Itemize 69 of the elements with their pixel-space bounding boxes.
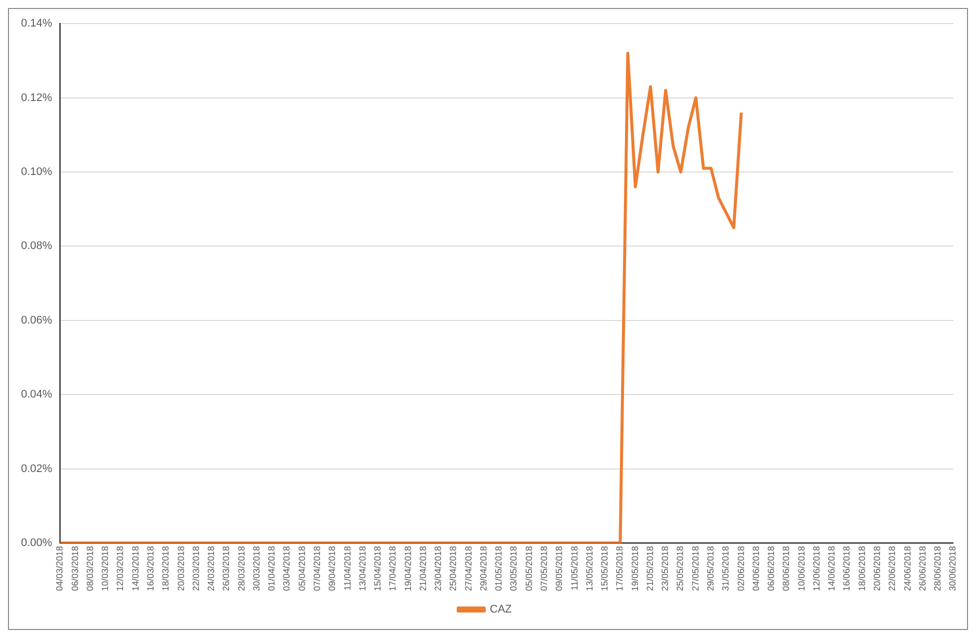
x-tick-label: 20/03/2018: [176, 546, 186, 592]
x-tick-label: 10/03/2018: [100, 546, 110, 592]
x-tick-label: 16/06/2018: [842, 546, 852, 592]
x-tick-label: 24/06/2018: [902, 546, 912, 592]
x-tick-label: 24/03/2018: [206, 546, 216, 592]
y-tick-label: 0.04%: [20, 388, 52, 401]
x-tick-label: 25/04/2018: [448, 546, 458, 592]
x-tick-label: 19/04/2018: [402, 546, 413, 592]
x-tick-label: 12/06/2018: [811, 546, 822, 592]
y-tick-label: 0.10%: [20, 166, 52, 178]
x-tick-label: 12/03/2018: [115, 546, 126, 592]
x-tick-label: 01/04/2018: [266, 546, 277, 592]
x-tick-label: 03/05/2018: [508, 546, 519, 592]
x-tick-label: 29/04/2018: [478, 546, 488, 592]
x-tick-label: 28/06/2018: [932, 546, 943, 592]
x-tick-label: 30/06/2018: [948, 546, 958, 592]
x-tick-label: 13/05/2018: [584, 546, 594, 592]
x-tick-label: 02/06/2018: [736, 546, 746, 592]
y-tick-label: 0.14%: [20, 18, 52, 30]
x-tick-label: 05/05/2018: [524, 546, 534, 592]
x-tick-label: 11/04/2018: [342, 546, 352, 590]
x-tick-label: 09/05/2018: [554, 546, 564, 592]
x-tick-label: 08/06/2018: [781, 546, 792, 592]
x-tick-label: 27/05/2018: [690, 546, 700, 592]
y-tick-label: 0.08%: [20, 240, 52, 252]
x-tick-label: 26/03/2018: [221, 546, 232, 592]
x-tick-label: 13/04/2018: [357, 546, 368, 592]
x-tick-label: 04/06/2018: [750, 546, 761, 592]
x-tick-label: 18/03/2018: [160, 546, 171, 592]
x-tick-label: 22/03/2018: [190, 546, 201, 592]
x-tick-label: 20/06/2018: [872, 546, 882, 592]
x-tick-label: 29/05/2018: [706, 546, 716, 592]
x-tick-label: 21/04/2018: [418, 546, 428, 592]
x-tick-label: 28/03/2018: [236, 546, 246, 592]
x-tick-label: 14/03/2018: [130, 546, 140, 592]
x-tick-label: 09/04/2018: [327, 546, 338, 592]
x-tick-label: 19/05/2018: [630, 546, 640, 592]
x-tick-label: 15/04/2018: [372, 546, 383, 592]
x-tick-label: 30/03/2018: [251, 546, 262, 592]
x-tick-label: 06/06/2018: [766, 546, 776, 592]
x-tick-label: 07/04/2018: [312, 546, 322, 592]
x-tick-label: 07/05/2018: [539, 546, 550, 592]
x-tick-label: 17/04/2018: [388, 546, 398, 592]
x-tick-label: 03/04/2018: [282, 546, 292, 592]
legend-label: CAZ: [490, 604, 512, 616]
y-tick-label: 0.02%: [20, 462, 52, 475]
x-tick-label: 22/06/2018: [887, 546, 898, 592]
x-tick-label: 10/06/2018: [796, 546, 806, 592]
x-tick-label: 05/04/2018: [296, 546, 307, 592]
x-tick-label: 11/05/2018: [569, 546, 580, 590]
x-tick-label: 23/04/2018: [433, 546, 444, 592]
y-tick-label: 0.06%: [20, 314, 52, 326]
x-tick-label: 26/06/2018: [917, 546, 928, 592]
x-tick-label: 01/05/2018: [494, 546, 504, 592]
x-tick-label: 27/04/2018: [463, 546, 474, 592]
x-tick-label: 31/05/2018: [720, 546, 731, 592]
x-tick-label: 06/03/2018: [70, 546, 80, 592]
x-tick-label: 15/05/2018: [600, 546, 610, 592]
y-tick-label: 0.12%: [20, 92, 52, 104]
x-tick-label: 21/05/2018: [644, 546, 655, 592]
x-tick-label: 25/05/2018: [675, 546, 686, 592]
x-tick-label: 04/03/2018: [54, 546, 65, 592]
x-tick-label: 17/05/2018: [614, 546, 625, 592]
x-tick-label: 16/03/2018: [145, 546, 156, 592]
x-tick-label: 08/03/2018: [84, 546, 95, 592]
y-tick-label: 0.00%: [20, 536, 52, 549]
x-tick-label: 18/06/2018: [856, 546, 867, 592]
x-tick-label: 23/05/2018: [660, 546, 670, 592]
x-tick-label: 14/06/2018: [826, 546, 837, 592]
